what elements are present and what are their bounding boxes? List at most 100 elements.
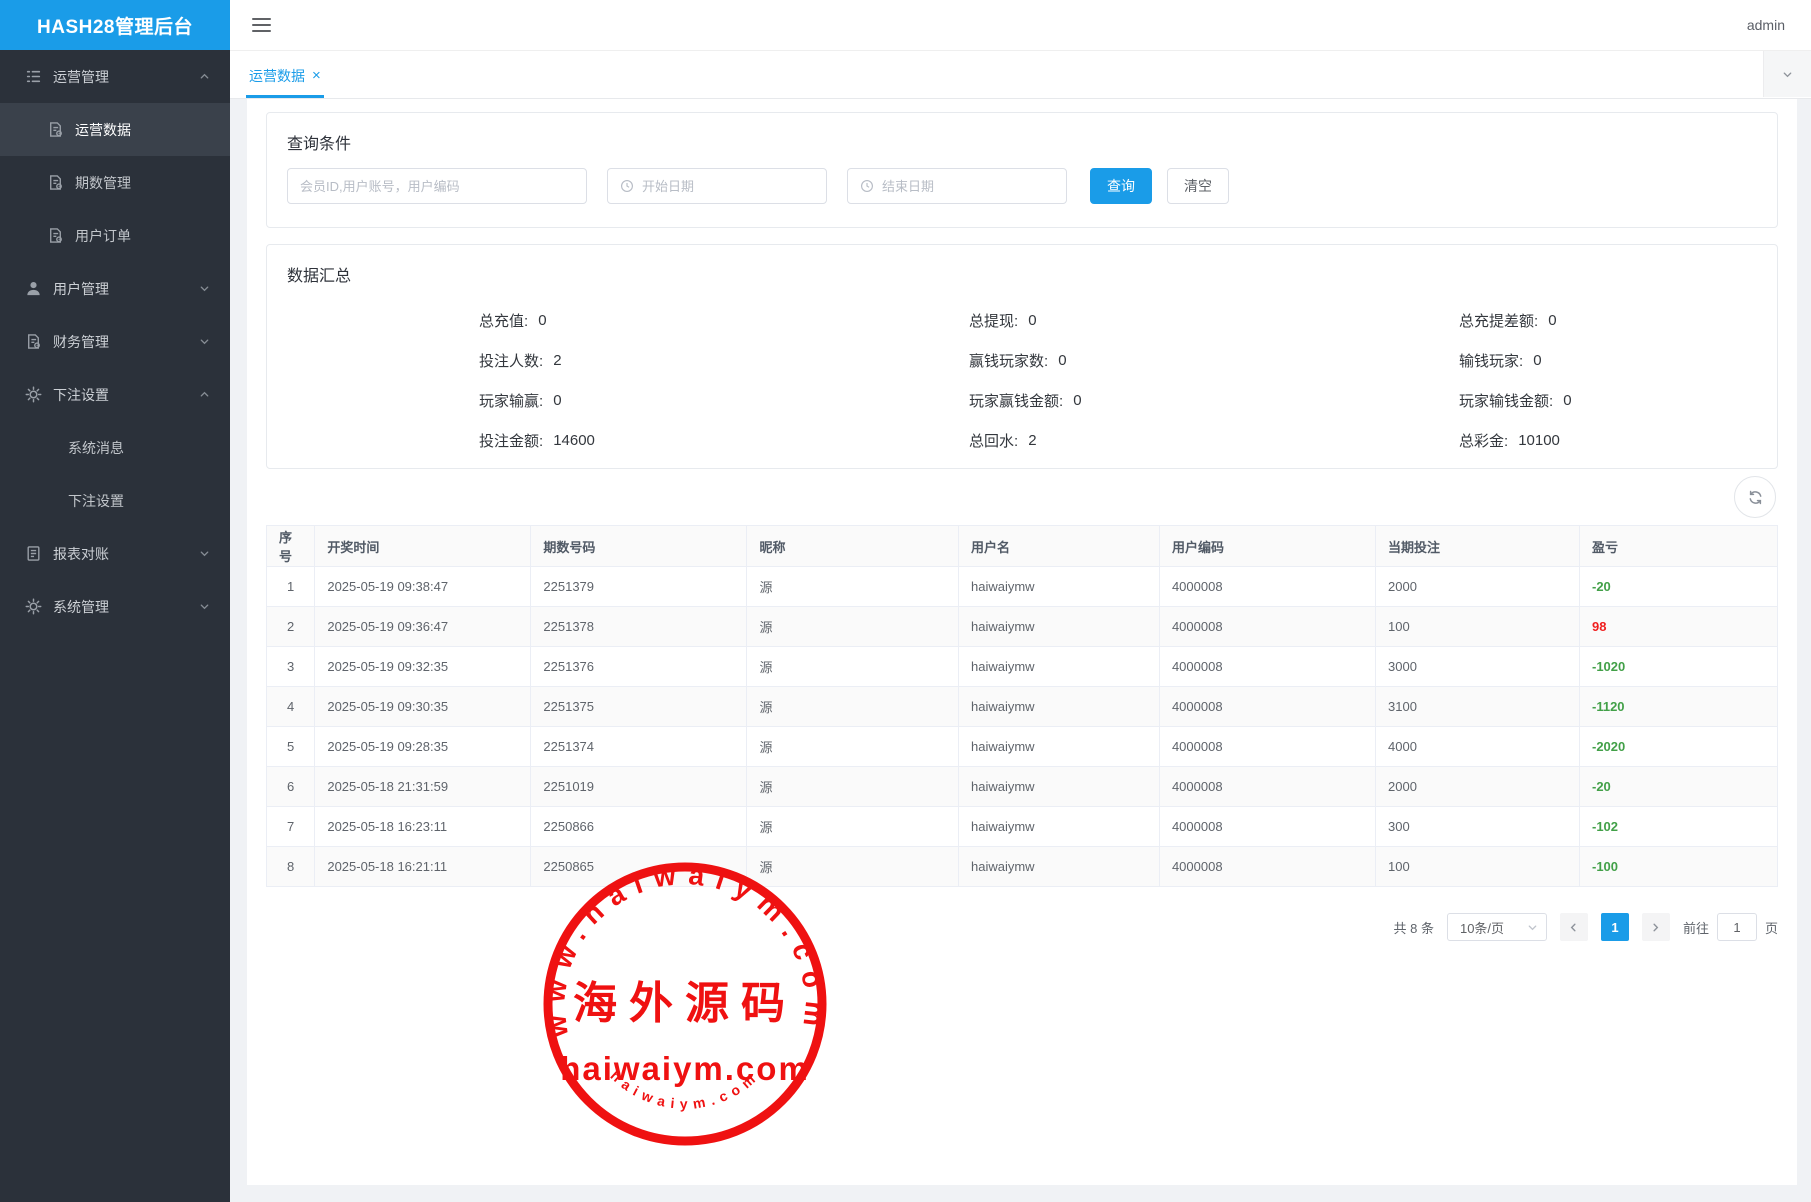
goto-page-input[interactable] — [1716, 913, 1757, 941]
table-header-cell: 昵称 — [746, 525, 959, 567]
doc-gear-icon — [25, 333, 42, 350]
table-cell-bet: 100 — [1375, 606, 1580, 647]
sidebar-subitem[interactable]: 系统消息 — [0, 421, 230, 474]
keyword-input[interactable] — [300, 178, 574, 194]
sidebar-menu-item[interactable]: 运营管理 — [0, 50, 230, 103]
sidebar-subitem[interactable]: 运营数据 — [0, 103, 230, 156]
chevron-down-icon — [1527, 922, 1538, 933]
clock-icon — [620, 179, 634, 193]
sidebar-subitem[interactable]: 下注设置 — [0, 474, 230, 527]
profit-value: -2020 — [1592, 739, 1626, 754]
table-cell-user_code: 4000008 — [1158, 766, 1377, 807]
app-logo: HASH28管理后台 — [0, 0, 230, 50]
table-cell-period: 2250865 — [530, 846, 748, 887]
table-cell-username: haiwaiymw — [958, 726, 1160, 767]
clock-icon — [860, 179, 874, 193]
chevron-left-icon — [1568, 922, 1579, 933]
sidebar-menu-item[interactable]: 财务管理 — [0, 315, 230, 368]
tab-bar: 运营数据 × — [230, 51, 1811, 99]
summary-item-value: 0 — [1058, 351, 1067, 369]
next-page-button[interactable] — [1641, 913, 1670, 941]
sidebar-menu-item[interactable]: 用户管理 — [0, 262, 230, 315]
chevron-down-icon — [1782, 69, 1793, 80]
summary-column: 总提现 0 赢钱玩家数 0 玩家赢钱金额 0 总回水 2 — [777, 300, 1267, 460]
goto-label: 前往 — [1682, 920, 1709, 936]
refresh-icon — [1747, 489, 1764, 506]
table-header-cell: 开奖时间 — [314, 525, 532, 567]
summary-item-label: 总回水 — [969, 430, 1018, 451]
table-cell-time: 2025-05-18 16:23:11 — [314, 806, 532, 847]
summary-card: 数据汇总 总充值0投注人数2玩家输赢0投注金额14600总提现0赢钱玩家数0玩家… — [266, 244, 1778, 469]
sidebar-menu-item[interactable]: 下注设置 — [0, 368, 230, 421]
summary-item-value: 0 — [1563, 391, 1572, 409]
table-cell-username: haiwaiymw — [958, 846, 1160, 887]
sidebar-subitem[interactable]: 用户订单 — [0, 209, 230, 262]
tabs-dropdown-button[interactable] — [1763, 51, 1811, 97]
table-cell-time: 2025-05-18 21:31:59 — [314, 766, 532, 807]
summary-item-value: 0 — [1548, 311, 1557, 329]
sidebar-subitem-label: 运营数据 — [75, 121, 131, 138]
search-button[interactable]: 查询 — [1090, 168, 1152, 204]
user-menu[interactable]: admin — [1746, 17, 1785, 33]
summary-grid: 总充值 0 投注人数 2 玩家输赢 0 投注金额 14600 总提现 0 赢钱玩家数 0 玩家赢钱金额 0… — [287, 300, 1757, 460]
profit-value: -20 — [1592, 579, 1611, 594]
sidebar-menu-item[interactable]: 报表对账 — [0, 527, 230, 580]
profit-value: -20 — [1592, 779, 1611, 794]
summary-item-label: 投注金额 — [479, 430, 543, 451]
table-cell-period: 2251376 — [530, 646, 748, 687]
start-date-input[interactable] — [642, 178, 814, 194]
summary-item-value: 14600 — [553, 431, 595, 449]
table-cell-bet: 2000 — [1375, 566, 1580, 607]
table-cell-nickname: 源 — [746, 806, 959, 847]
gear-icon — [25, 386, 42, 403]
chevron-right-icon — [1650, 922, 1661, 933]
summary-item-label: 赢钱玩家数 — [969, 350, 1048, 371]
list-icon — [25, 68, 42, 85]
end-date-input[interactable] — [882, 178, 1054, 194]
table-cell-nickname: 源 — [746, 846, 959, 887]
table-header-cell: 期数号码 — [530, 525, 748, 567]
table-cell-seq: 6 — [265, 766, 316, 807]
sidebar: HASH28管理后台 运营管理 运营数据 期数管理 用户订单 用户管理 财务管理 下注设置系… — [0, 0, 230, 1202]
summary-item-label: 玩家输赢 — [479, 390, 543, 411]
table-cell-username: haiwaiymw — [958, 606, 1160, 647]
profit-value: -1020 — [1592, 659, 1626, 674]
sidebar-item-label: 报表对账 — [53, 545, 109, 562]
page-size-select[interactable]: 10条/页 — [1446, 913, 1547, 941]
clear-button[interactable]: 清空 — [1167, 168, 1229, 204]
table-cell-user_code: 4000008 — [1158, 846, 1377, 887]
chevron-down-icon — [199, 336, 210, 347]
close-icon[interactable]: × — [312, 67, 321, 84]
table-cell-username: haiwaiymw — [958, 806, 1160, 847]
sidebar-subitem-label: 系统消息 — [68, 439, 124, 456]
summary-item-label: 玩家赢钱金额 — [969, 390, 1063, 411]
chevron-down-icon — [199, 283, 210, 294]
table-cell-time: 2025-05-19 09:28:35 — [314, 726, 532, 767]
table-cell-nickname: 源 — [746, 766, 959, 807]
current-page-button[interactable]: 1 — [1600, 913, 1629, 941]
table-cell-period: 2251379 — [530, 566, 748, 607]
table-cell-user_code: 4000008 — [1158, 726, 1377, 767]
table-cell-period: 2251374 — [530, 726, 748, 767]
table-cell-user_code: 4000008 — [1158, 646, 1377, 687]
tab-operation-data[interactable]: 运营数据 × — [246, 56, 324, 98]
query-card: 查询条件 查询 清空 — [266, 112, 1778, 228]
doc-gear-icon — [47, 174, 64, 191]
keyword-input-box — [287, 168, 587, 204]
table-row: 1 2025-05-19 09:38:47 2251379 源 haiwaiymw 400… — [265, 566, 1778, 607]
table-header-cell: 盈亏 — [1579, 525, 1778, 567]
table-cell-seq: 3 — [265, 646, 316, 687]
sidebar-menu-item[interactable]: 系统管理 — [0, 580, 230, 633]
table-cell-profit: -1120 — [1579, 686, 1778, 727]
table-cell-bet: 300 — [1375, 806, 1580, 847]
sidebar-subitem[interactable]: 期数管理 — [0, 156, 230, 209]
summary-item-label: 总彩金 — [1459, 430, 1508, 451]
hamburger-menu-icon[interactable] — [252, 18, 271, 32]
table-cell-profit: -20 — [1579, 566, 1778, 607]
summary-item-label: 玩家输钱金额 — [1459, 390, 1553, 411]
profit-value: -1120 — [1592, 699, 1625, 714]
refresh-button[interactable] — [1734, 476, 1776, 518]
prev-page-button[interactable] — [1559, 913, 1588, 941]
table-cell-time: 2025-05-18 16:21:11 — [314, 846, 532, 887]
table-cell-time: 2025-05-19 09:30:35 — [314, 686, 532, 727]
